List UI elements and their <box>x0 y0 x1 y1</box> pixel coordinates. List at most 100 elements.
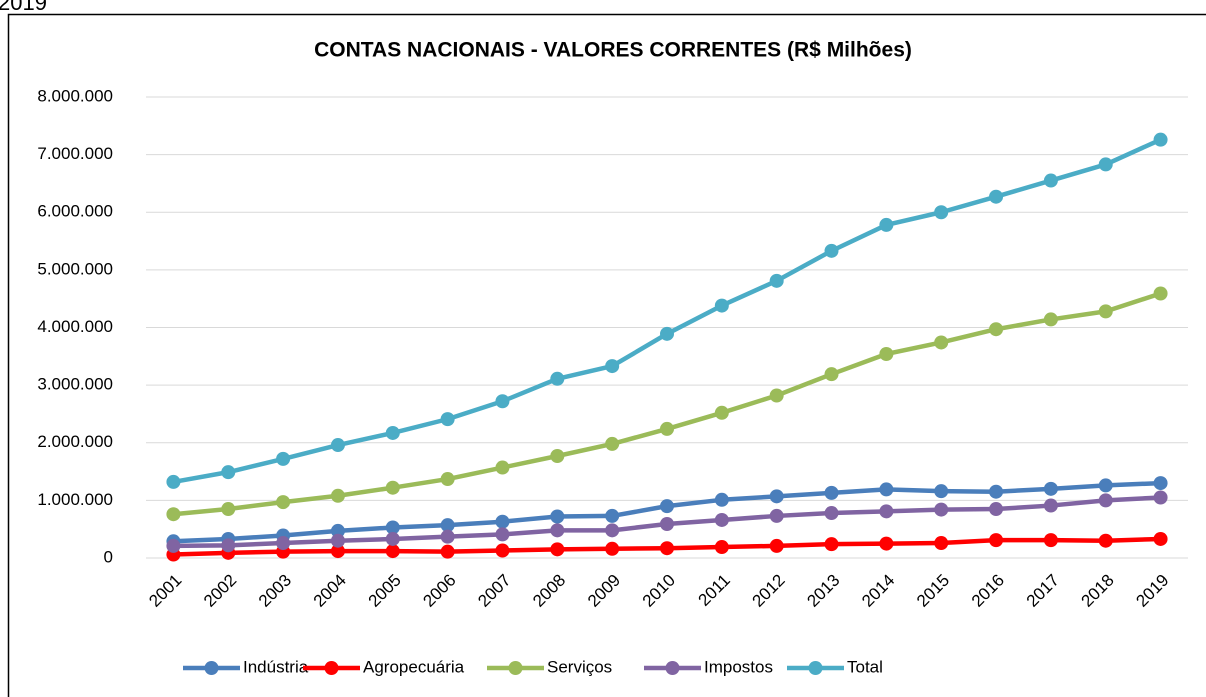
legend-marker <box>508 661 523 675</box>
data-point <box>495 514 510 529</box>
data-point <box>605 359 620 374</box>
data-point <box>495 543 510 558</box>
data-point <box>879 347 894 362</box>
data-point <box>824 537 839 552</box>
data-point <box>1043 312 1058 327</box>
data-point <box>879 504 894 519</box>
y-tick-label: 8.000.000 <box>37 86 113 105</box>
data-point <box>276 451 291 466</box>
data-point <box>276 495 291 510</box>
data-point <box>550 542 565 557</box>
data-point <box>440 472 455 487</box>
data-point <box>989 502 1004 517</box>
data-point <box>385 520 400 535</box>
data-point <box>440 412 455 427</box>
data-point <box>221 465 236 480</box>
data-point <box>824 506 839 521</box>
data-point <box>385 480 400 495</box>
data-point <box>605 436 620 451</box>
y-tick-label: 2.000.000 <box>37 432 113 451</box>
data-point <box>1043 498 1058 513</box>
data-point <box>989 533 1004 548</box>
data-point <box>824 243 839 258</box>
data-point <box>879 536 894 551</box>
data-point <box>1153 531 1168 546</box>
data-point <box>660 421 674 436</box>
y-tick-label: 5.000.000 <box>37 259 113 278</box>
data-point <box>385 531 400 546</box>
data-point <box>1098 304 1113 319</box>
data-point <box>385 425 400 440</box>
legend-marker <box>808 661 823 675</box>
y-tick-label: 0 <box>104 547 113 566</box>
data-point <box>934 205 949 220</box>
data-point <box>166 474 181 489</box>
data-point <box>550 449 565 464</box>
data-point <box>330 438 345 453</box>
legend-label: Serviços <box>547 657 612 676</box>
data-point <box>495 527 510 542</box>
legend-marker <box>324 661 339 675</box>
data-point <box>989 484 1004 499</box>
data-point <box>1098 478 1113 493</box>
data-point <box>550 371 565 386</box>
data-point <box>714 512 729 527</box>
data-point <box>714 405 729 420</box>
data-point <box>221 538 236 553</box>
y-tick-label: 4.000.000 <box>37 317 113 336</box>
caption: 2019 <box>0 0 47 15</box>
data-point <box>879 217 894 232</box>
data-point <box>1098 493 1113 508</box>
data-point <box>714 492 729 507</box>
data-point <box>769 508 784 523</box>
data-point <box>1043 481 1058 496</box>
data-point <box>769 388 784 403</box>
data-point <box>714 540 729 555</box>
data-point <box>1153 132 1168 147</box>
data-point <box>660 517 674 532</box>
legend-label: Indústria <box>243 657 309 676</box>
data-point <box>934 536 949 551</box>
data-point <box>1043 173 1058 188</box>
data-point <box>550 523 565 538</box>
data-point <box>1043 533 1058 548</box>
data-point <box>550 509 565 524</box>
legend-label: Total <box>847 657 883 676</box>
data-point <box>330 533 345 548</box>
legend-label: Agropecuária <box>363 657 465 676</box>
chart-title: CONTAS NACIONAIS - VALORES CORRENTES (R$… <box>314 39 912 62</box>
data-point <box>495 394 510 409</box>
data-point <box>934 335 949 350</box>
data-point <box>605 508 620 523</box>
legend-label: Impostos <box>704 657 773 676</box>
data-point <box>276 536 291 551</box>
data-point <box>879 482 894 497</box>
data-point <box>824 485 839 500</box>
legend-marker <box>665 661 680 675</box>
data-point <box>1153 490 1168 505</box>
data-point <box>1153 476 1168 491</box>
y-tick-label: 6.000.000 <box>37 202 113 221</box>
data-point <box>714 298 729 313</box>
y-tick-label: 1.000.000 <box>37 490 113 509</box>
data-point <box>221 502 236 517</box>
data-point <box>934 484 949 499</box>
data-point <box>385 544 400 559</box>
data-point <box>440 518 455 533</box>
data-point <box>1098 533 1113 548</box>
data-point <box>660 541 674 556</box>
data-point <box>660 499 674 514</box>
data-point <box>769 538 784 553</box>
data-point <box>440 544 455 559</box>
data-point <box>440 529 455 544</box>
data-point <box>605 523 620 538</box>
data-point <box>769 489 784 504</box>
data-point <box>824 367 839 382</box>
data-point <box>989 322 1004 337</box>
data-point <box>989 189 1004 204</box>
chart-border <box>7 13 1206 697</box>
y-tick-label: 7.000.000 <box>37 144 113 163</box>
data-point <box>166 507 181 522</box>
